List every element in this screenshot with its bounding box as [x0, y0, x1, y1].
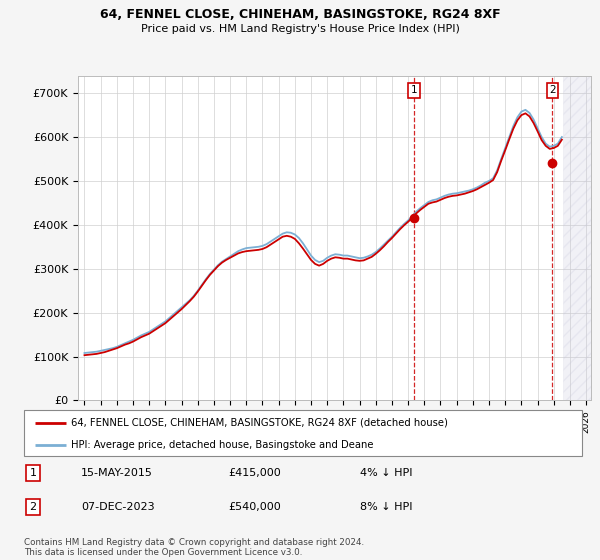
Text: Price paid vs. HM Land Registry's House Price Index (HPI): Price paid vs. HM Land Registry's House …	[140, 24, 460, 34]
Text: 15-MAY-2015: 15-MAY-2015	[81, 468, 153, 478]
Bar	[563, 76, 591, 400]
Text: 1: 1	[29, 468, 37, 478]
Text: HPI: Average price, detached house, Basingstoke and Deane: HPI: Average price, detached house, Basi…	[71, 440, 374, 450]
Text: 64, FENNEL CLOSE, CHINEHAM, BASINGSTOKE, RG24 8XF (detached house): 64, FENNEL CLOSE, CHINEHAM, BASINGSTOKE,…	[71, 418, 448, 428]
Text: Contains HM Land Registry data © Crown copyright and database right 2024.
This d: Contains HM Land Registry data © Crown c…	[24, 538, 364, 557]
FancyBboxPatch shape	[24, 410, 582, 456]
Text: £415,000: £415,000	[228, 468, 281, 478]
Text: 64, FENNEL CLOSE, CHINEHAM, BASINGSTOKE, RG24 8XF: 64, FENNEL CLOSE, CHINEHAM, BASINGSTOKE,…	[100, 8, 500, 21]
Text: 8% ↓ HPI: 8% ↓ HPI	[360, 502, 413, 512]
Text: 1: 1	[411, 85, 418, 95]
Text: 07-DEC-2023: 07-DEC-2023	[81, 502, 155, 512]
Text: 2: 2	[29, 502, 37, 512]
Text: £540,000: £540,000	[228, 502, 281, 512]
Text: 4% ↓ HPI: 4% ↓ HPI	[360, 468, 413, 478]
Text: 2: 2	[549, 85, 556, 95]
